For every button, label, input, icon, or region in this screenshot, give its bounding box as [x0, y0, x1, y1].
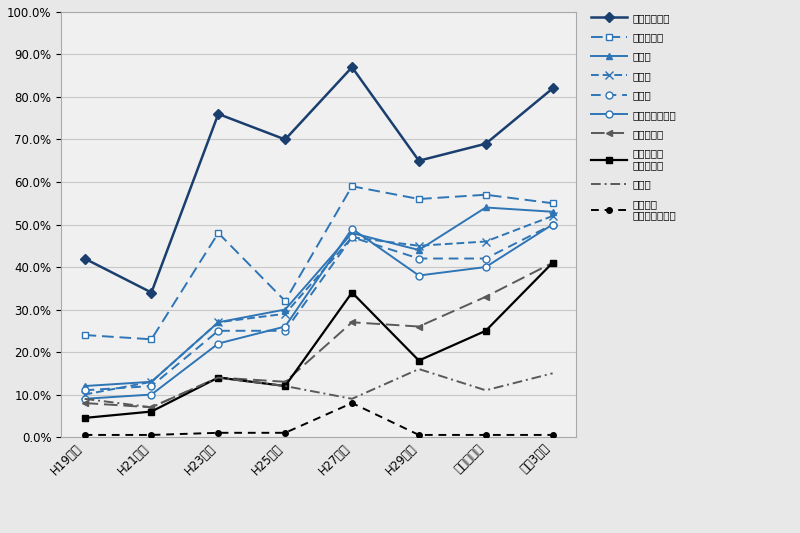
Legend: 金融・保険業, 情報通信業, 建設業, 製造業, 卸売業, 運輸業・郵便業, サービス業, 不動産業、
物品賃貫業, 小売業, 宿泊業、
飲食サービス業: 金融・保険業, 情報通信業, 建設業, 製造業, 卸売業, 運輸業・郵便業, サ… — [586, 9, 680, 224]
